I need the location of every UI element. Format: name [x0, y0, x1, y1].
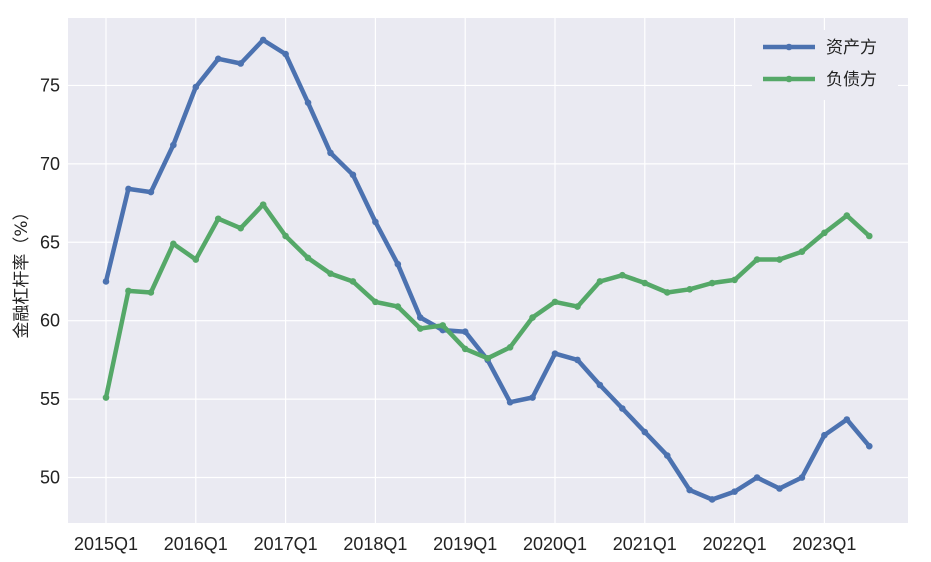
data-point — [282, 232, 289, 240]
x-tick-label: 2015Q1 — [74, 534, 138, 554]
data-point — [529, 314, 536, 321]
data-point — [663, 289, 671, 296]
data-point — [327, 270, 334, 277]
data-point — [619, 271, 626, 279]
data-point — [147, 289, 155, 296]
data-point — [214, 215, 222, 223]
x-tick-label: 2019Q1 — [433, 534, 497, 554]
data-point — [102, 278, 110, 285]
data-point — [259, 36, 267, 44]
y-tick-label: 65 — [40, 232, 60, 252]
grid-lines — [68, 18, 908, 523]
data-point — [866, 442, 873, 450]
data-point — [259, 201, 267, 208]
data-point — [506, 344, 514, 351]
data-point — [170, 141, 177, 149]
y-tick-label: 60 — [40, 311, 60, 331]
y-tick-label: 50 — [40, 468, 60, 488]
data-point — [484, 355, 491, 362]
data-point — [349, 171, 357, 179]
legend-swatch-marker — [785, 75, 793, 83]
data-point — [349, 278, 357, 285]
data-point — [394, 303, 402, 310]
data-point — [102, 394, 110, 401]
legend-label: 负债方 — [826, 70, 877, 90]
data-point — [574, 356, 581, 364]
y-tick-label: 75 — [40, 75, 60, 95]
data-point — [686, 486, 693, 494]
data-point — [776, 485, 783, 492]
data-point — [753, 256, 761, 263]
data-point — [843, 416, 851, 423]
data-point — [731, 488, 738, 495]
data-point — [641, 279, 649, 287]
data-point — [214, 55, 222, 63]
x-tick-label: 2017Q1 — [254, 534, 318, 554]
x-tick-label: 2021Q1 — [613, 534, 677, 554]
data-point — [372, 218, 379, 226]
legend-label: 资产方 — [826, 38, 877, 58]
data-point — [461, 345, 469, 353]
data-point — [821, 431, 828, 439]
x-axis-ticks: 2015Q1 2016Q1 2017Q1 2018Q1 2019Q1 2020Q1 2021… — [74, 534, 856, 554]
data-point — [192, 256, 200, 263]
data-point — [596, 278, 604, 285]
data-point — [798, 248, 806, 255]
data-point — [619, 405, 626, 412]
y-axis-ticks: 50 55 60 65 70 75 — [40, 75, 60, 487]
data-point — [304, 254, 312, 262]
data-point — [529, 394, 536, 401]
y-tick-label: 70 — [40, 154, 60, 174]
x-tick-label: 2022Q1 — [703, 534, 767, 554]
plot-area — [68, 18, 908, 523]
data-point — [282, 50, 289, 58]
data-point — [125, 185, 132, 193]
data-point — [304, 99, 312, 106]
data-point — [843, 212, 851, 219]
data-point — [731, 276, 738, 284]
data-point — [372, 298, 379, 306]
data-point — [506, 398, 514, 406]
data-point — [574, 303, 581, 310]
y-tick-label: 55 — [40, 389, 60, 409]
x-tick-label: 2023Q1 — [792, 534, 856, 554]
data-point — [461, 328, 469, 335]
data-point — [237, 60, 244, 67]
legend-box — [752, 30, 898, 100]
data-point — [417, 314, 424, 321]
data-point — [776, 256, 783, 263]
data-point — [439, 322, 447, 329]
x-tick-label: 2018Q1 — [343, 534, 407, 554]
data-point — [708, 496, 716, 503]
data-point — [237, 224, 244, 232]
data-point — [394, 260, 402, 268]
data-point — [708, 279, 716, 287]
data-point — [596, 381, 604, 389]
data-point — [663, 452, 671, 459]
data-point — [551, 298, 559, 306]
y-axis-label: 金融杠杆率（%） — [12, 203, 32, 338]
data-point — [821, 229, 828, 237]
data-point — [753, 474, 761, 481]
data-point — [866, 232, 873, 240]
data-point — [327, 149, 334, 157]
data-point — [641, 428, 649, 436]
data-point — [170, 240, 177, 248]
data-point — [125, 287, 132, 295]
data-point — [147, 188, 155, 196]
data-point — [686, 286, 693, 293]
legend-swatch-marker — [785, 43, 793, 51]
data-point — [798, 474, 806, 481]
x-tick-label: 2016Q1 — [164, 534, 228, 554]
data-point — [551, 350, 559, 357]
data-point — [417, 325, 424, 332]
data-point — [192, 83, 200, 91]
series-group — [102, 36, 873, 503]
x-tick-label: 2020Q1 — [523, 534, 587, 554]
